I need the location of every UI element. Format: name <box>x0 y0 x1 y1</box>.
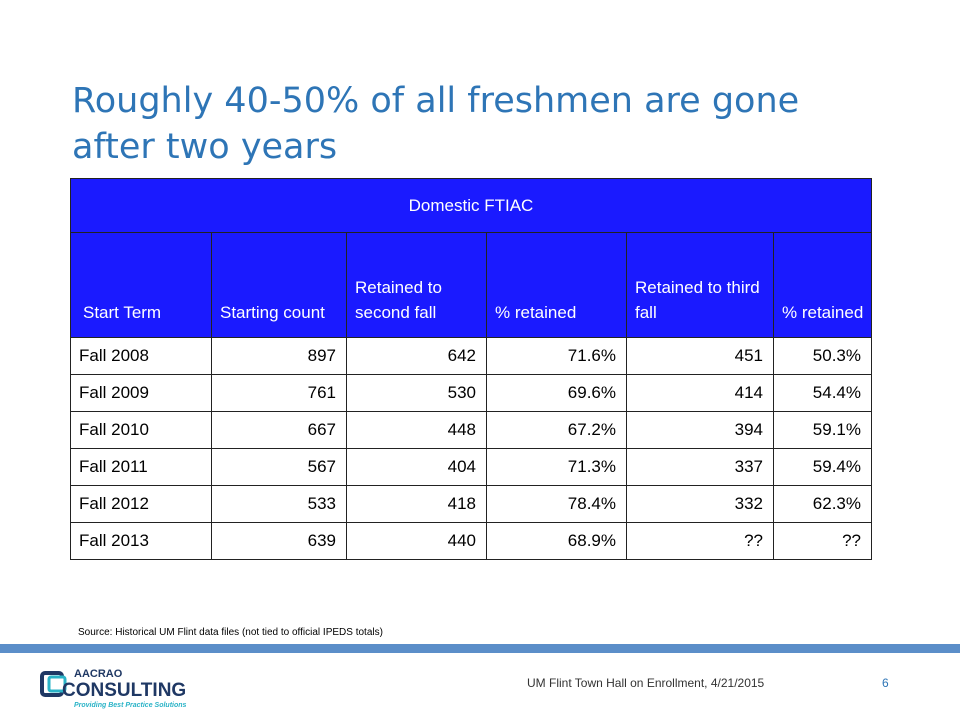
cell-retained-second-fall: 530 <box>346 374 487 412</box>
cell-pct-retained-third: 62.3% <box>773 485 872 523</box>
page-number: 6 <box>882 676 889 690</box>
aacrao-consulting-logo: AACRAO CONSULTING Providing Best Practic… <box>40 668 187 709</box>
column-header-retained-third-fall: Retained to third fall <box>626 232 774 338</box>
cell-pct-retained-third: 59.1% <box>773 411 872 449</box>
cell-start-term: Fall 2011 <box>70 448 212 486</box>
cell-start-term: Fall 2010 <box>70 411 212 449</box>
cell-pct-retained-second: 71.6% <box>486 337 627 375</box>
cell-retained-second-fall: 440 <box>346 522 487 560</box>
cell-pct-retained-second: 78.4% <box>486 485 627 523</box>
cell-starting-count: 533 <box>211 485 347 523</box>
cell-retained-third-fall: 332 <box>626 485 774 523</box>
cell-pct-retained-third: ?? <box>773 522 872 560</box>
cell-pct-retained-third: 54.4% <box>773 374 872 412</box>
retention-table: Domestic FTIAC Start Term Starting count… <box>70 178 872 560</box>
cell-starting-count: 567 <box>211 448 347 486</box>
cell-pct-retained-second: 69.6% <box>486 374 627 412</box>
table-row: Fall 2010 667 448 67.2% 394 59.1% <box>70 411 872 449</box>
column-header-start-term: Start Term <box>70 232 212 338</box>
cell-starting-count: 667 <box>211 411 347 449</box>
cell-retained-third-fall: 451 <box>626 337 774 375</box>
cell-retained-second-fall: 418 <box>346 485 487 523</box>
cell-pct-retained-second: 67.2% <box>486 411 627 449</box>
cell-pct-retained-second: 71.3% <box>486 448 627 486</box>
cell-start-term: Fall 2013 <box>70 522 212 560</box>
cell-starting-count: 761 <box>211 374 347 412</box>
logo-tagline: Providing Best Practice Solutions <box>74 702 187 709</box>
cell-retained-third-fall: 394 <box>626 411 774 449</box>
column-header-retained-second-fall: Retained to second fall <box>346 232 487 338</box>
footer-text: UM Flint Town Hall on Enrollment, 4/21/2… <box>527 676 765 690</box>
cell-retained-third-fall: ?? <box>626 522 774 560</box>
cell-pct-retained-third: 50.3% <box>773 337 872 375</box>
cell-retained-third-fall: 337 <box>626 448 774 486</box>
logo-mark-icon <box>40 671 67 697</box>
cell-starting-count: 639 <box>211 522 347 560</box>
table-banner: Domestic FTIAC <box>70 178 872 233</box>
source-note: Source: Historical UM Flint data files (… <box>78 627 383 638</box>
cell-start-term: Fall 2009 <box>70 374 212 412</box>
footer-bar <box>0 644 960 653</box>
header-row: Start Term Starting count Retained to se… <box>70 232 872 338</box>
cell-start-term: Fall 2012 <box>70 485 212 523</box>
cell-pct-retained-second: 68.9% <box>486 522 627 560</box>
cell-pct-retained-third: 59.4% <box>773 448 872 486</box>
table-row: Fall 2012 533 418 78.4% 332 62.3% <box>70 485 872 523</box>
table-row: Fall 2008 897 642 71.6% 451 50.3% <box>70 337 872 375</box>
slide-title: Roughly 40-50% of all freshmen are gone … <box>72 81 800 167</box>
column-header-pct-retained-third: % retained <box>773 232 872 338</box>
cell-retained-second-fall: 404 <box>346 448 487 486</box>
cell-retained-third-fall: 414 <box>626 374 774 412</box>
table-row: Fall 2011 567 404 71.3% 337 59.4% <box>70 448 872 486</box>
cell-retained-second-fall: 448 <box>346 411 487 449</box>
logo-line2: CONSULTING <box>62 680 186 701</box>
logo-line1: AACRAO <box>74 668 123 680</box>
table-row: Fall 2009 761 530 69.6% 414 54.4% <box>70 374 872 412</box>
column-header-starting-count: Starting count <box>211 232 347 338</box>
column-header-pct-retained-second: % retained <box>486 232 627 338</box>
cell-starting-count: 897 <box>211 337 347 375</box>
cell-start-term: Fall 2008 <box>70 337 212 375</box>
cell-retained-second-fall: 642 <box>346 337 487 375</box>
table-row: Fall 2013 639 440 68.9% ?? ?? <box>70 522 872 560</box>
